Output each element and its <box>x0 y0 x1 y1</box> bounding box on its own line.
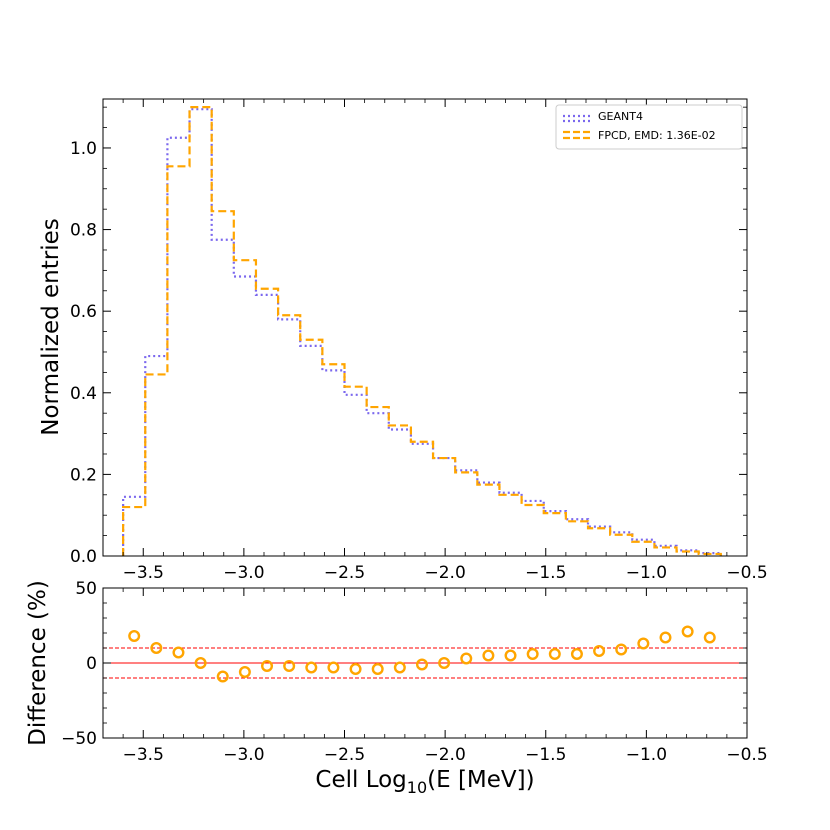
difference-point <box>238 666 251 679</box>
difference-point <box>415 658 428 671</box>
difference-point <box>548 648 561 661</box>
series-geant4-step-line <box>122 108 722 556</box>
histogram-y-ticks: 0.0 0.2 0.4 0.6 0.8 1.0 <box>70 106 747 567</box>
difference-y-tick-label: 50 <box>75 579 97 599</box>
histogram-panel: −3.5 −3.0 −2.5 −2.0 −1.5 −1.0 −0.5 0.00.20.40.… <box>38 98 768 583</box>
difference-point <box>593 645 606 658</box>
difference-point <box>681 625 694 638</box>
difference-point <box>482 649 495 662</box>
difference-point <box>128 630 141 643</box>
difference-point <box>393 661 406 674</box>
difference-point <box>438 657 451 670</box>
difference-points <box>128 625 716 683</box>
difference-point <box>526 648 539 661</box>
difference-x-tick-label: −1.0 <box>626 745 667 765</box>
difference-point <box>703 631 716 644</box>
legend-box <box>555 104 743 150</box>
histogram-x-tick-label: −0.5 <box>726 563 767 583</box>
difference-x-ticks: −3.5 −3.0 −2.5 −2.0 −1.5 −1.0 −0.5 <box>102 588 768 765</box>
difference-x-tick-label: −1.5 <box>525 745 566 765</box>
histogram-y-tick-label: 0.0 <box>70 547 97 567</box>
histogram-y-tick-label: 1.0 <box>70 139 97 159</box>
difference-point <box>349 663 362 676</box>
difference-x-tick-label: −2.0 <box>424 745 465 765</box>
difference-panel: −3.5 −3.0 −2.5 −2.0 −1.5 −1.0 −0.5 −50 0 50 Diff… <box>25 579 768 797</box>
histogram-x-tick-label: −3.0 <box>223 563 264 583</box>
difference-y-tick-label: −50 <box>61 729 97 749</box>
difference-x-tick-label: −0.5 <box>726 745 767 765</box>
difference-point <box>172 646 185 659</box>
difference-point <box>327 661 340 674</box>
difference-frame <box>102 587 748 739</box>
difference-point <box>261 660 274 673</box>
difference-point <box>150 642 163 655</box>
histogram-x-ticks: −3.5 −3.0 −2.5 −2.0 −1.5 −1.0 −0.5 <box>102 99 768 583</box>
difference-point <box>570 648 583 661</box>
histogram-x-tick-label: −1.0 <box>626 563 667 583</box>
difference-point <box>460 652 473 665</box>
difference-point <box>371 663 384 676</box>
x-axis-title-suffix: (E [MeV]) <box>427 767 534 793</box>
difference-x-tick-label: −3.0 <box>223 745 264 765</box>
histogram-y-tick-label: 0.4 <box>70 384 97 404</box>
x-axis-title-subscript: 10 <box>407 778 427 797</box>
histogram-x-tick-label: −3.5 <box>123 563 164 583</box>
histogram-x-tick-label: −1.5 <box>525 563 566 583</box>
difference-point <box>194 657 207 670</box>
difference-point <box>504 649 517 662</box>
x-axis-title-main: Cell Log <box>315 767 406 793</box>
x-axis-title: Cell Log10(E [MeV]) <box>315 767 534 797</box>
difference-point <box>216 670 229 683</box>
histogram-y-axis-title: Normalized entries <box>38 218 64 435</box>
histogram-frame <box>102 98 748 557</box>
legend-fpcd-label: FPCD, EMD: 1.36E-02 <box>598 129 716 142</box>
difference-y-axis-title: Difference (%) <box>25 580 51 746</box>
histogram-y-tick-label: 0.6 <box>70 302 97 322</box>
legend-geant4-label: GEANT4 <box>598 110 643 123</box>
difference-x-tick-label: −2.5 <box>324 745 365 765</box>
difference-point <box>637 637 650 650</box>
series-fpcd-step-line <box>122 106 722 556</box>
difference-y-tick-label: 0 <box>86 654 97 674</box>
difference-point <box>659 631 672 644</box>
histogram-x-tick-label: −2.5 <box>324 563 365 583</box>
histogram-series <box>122 106 722 556</box>
histogram-y-tick-label: 0.8 <box>70 221 97 241</box>
difference-point <box>305 661 318 674</box>
difference-point <box>283 660 296 673</box>
histogram-y-tick-label: 0.2 <box>70 465 97 485</box>
difference-x-tick-label: −3.5 <box>123 745 164 765</box>
legend: GEANT4 FPCD, EMD: 1.36E-02 <box>555 104 743 150</box>
difference-point <box>615 643 628 656</box>
histogram-x-tick-label: −2.0 <box>424 563 465 583</box>
